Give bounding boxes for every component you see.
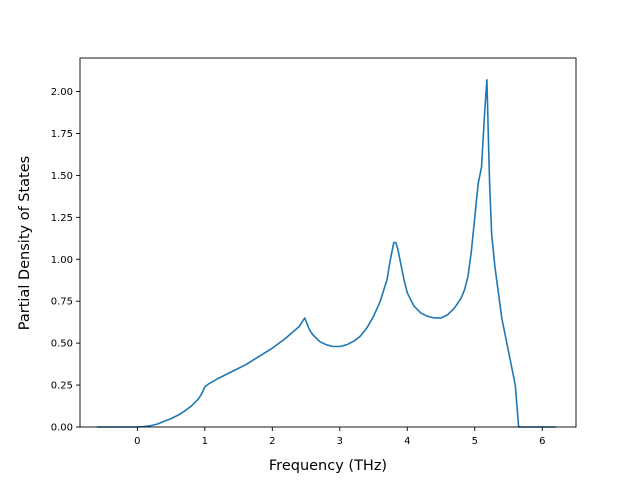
y-axis-label: Partial Density of States: [17, 156, 33, 330]
x-tick-label: 1: [202, 436, 208, 447]
x-axis-ticks: 0 1 2 3 4 5 6: [134, 427, 545, 447]
plot-area: [79, 57, 577, 428]
x-tick-label: 0: [134, 436, 140, 447]
x-tick-label: 5: [472, 436, 478, 447]
y-tick-label: 1.00: [51, 255, 73, 266]
y-tick-label: 0.75: [51, 297, 73, 308]
x-tick-label: 6: [539, 436, 545, 447]
y-tick-label: 1.75: [51, 129, 73, 140]
x-tick-label: 2: [269, 436, 275, 447]
y-tick-label: 0.00: [51, 423, 73, 434]
y-tick-label: 1.50: [51, 171, 73, 182]
y-tick-label: 0.25: [51, 381, 73, 392]
plot-frame: [79, 57, 577, 428]
pdos-line: [96, 79, 556, 428]
y-tick-label: 2.00: [51, 87, 73, 98]
y-tick-label: 1.25: [51, 213, 73, 224]
x-tick-label: 4: [404, 436, 410, 447]
x-axis-label: Frequency (THz): [269, 458, 387, 474]
y-axis-ticks: 0.00 0.25 0.50 0.75 1.00 1.25 1.50 1.75 2.00: [51, 87, 80, 434]
x-tick-label: 3: [337, 436, 343, 447]
y-tick-label: 0.50: [51, 339, 73, 350]
